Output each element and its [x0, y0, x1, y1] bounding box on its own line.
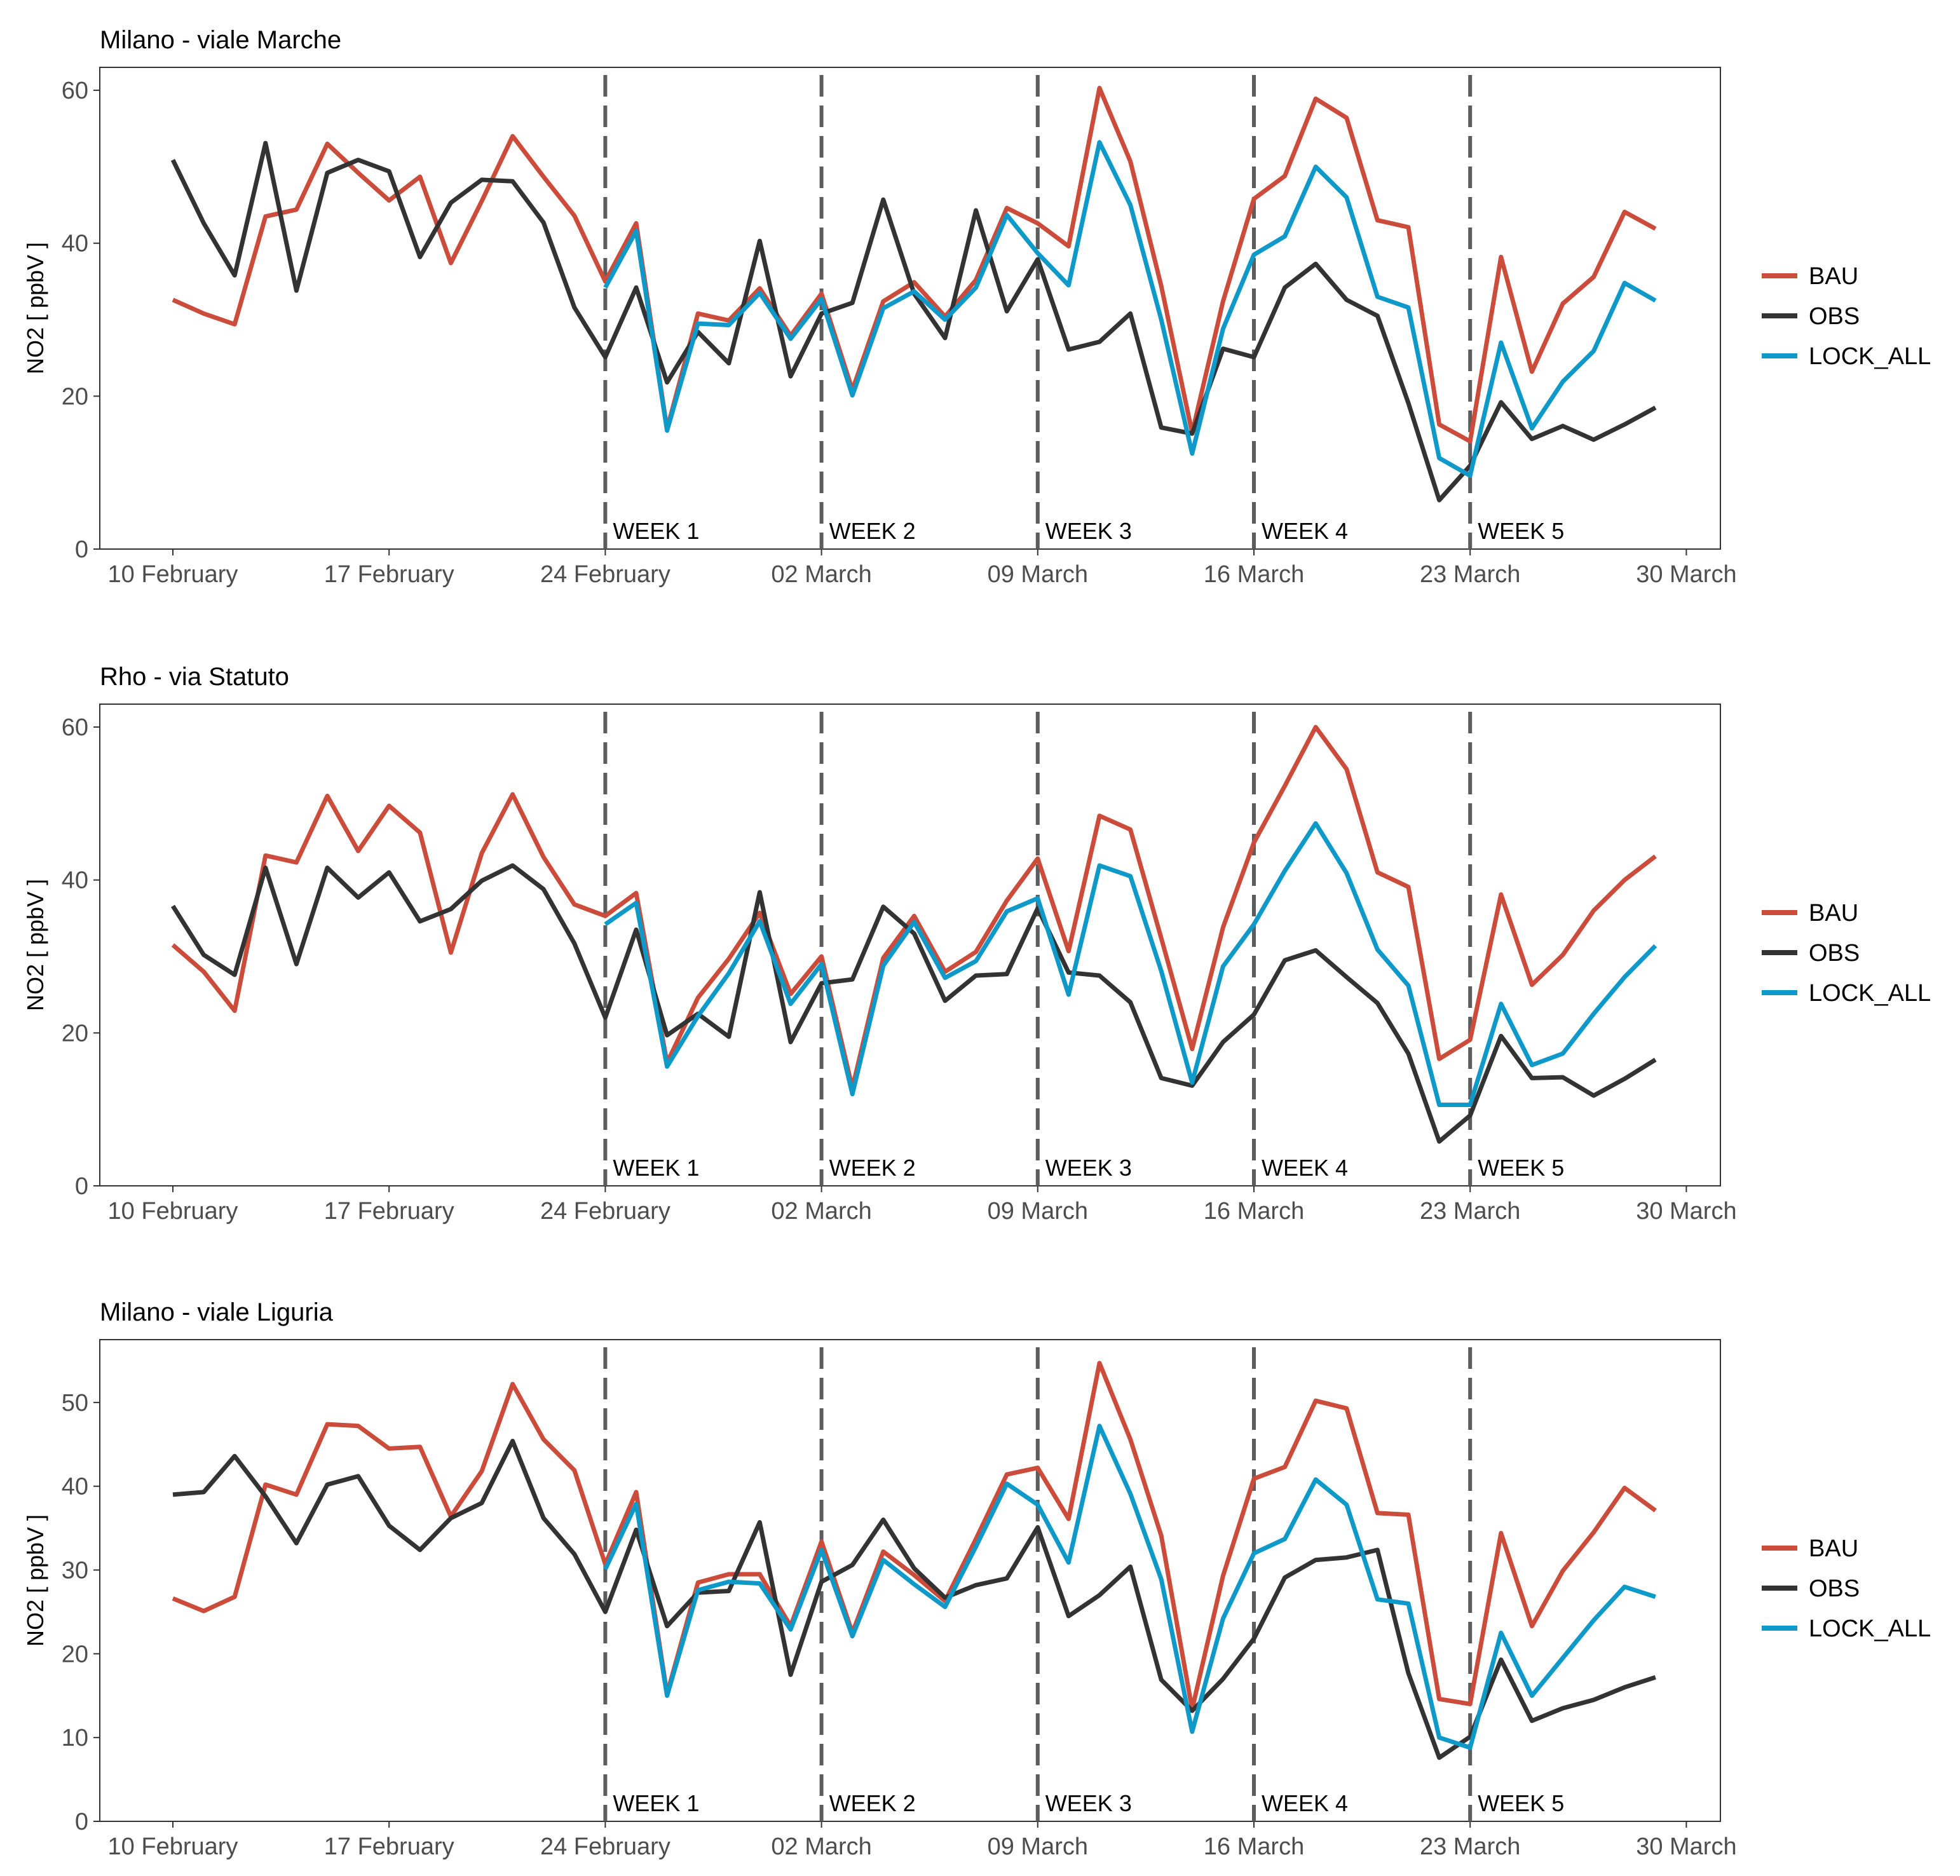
x-tick-label: 24 February [540, 561, 670, 588]
x-tick-label: 17 February [324, 1198, 454, 1225]
series-line-bau [172, 1361, 1657, 1711]
y-tick-label: 20 [62, 383, 88, 410]
x-tick-label: 02 March [771, 1833, 871, 1860]
plot-frame [99, 67, 1721, 550]
week-marker-label: WEEK 2 [829, 1790, 916, 1816]
x-tick-label: 30 March [1636, 1833, 1736, 1860]
y-tick-label: 0 [75, 1809, 88, 1835]
week-marker-label: WEEK 1 [613, 1155, 699, 1181]
x-tick-label: 02 March [771, 1198, 871, 1225]
week-marker-label: WEEK 4 [1262, 1155, 1348, 1181]
x-tick-label: 23 March [1420, 1833, 1520, 1860]
plot-frame [99, 704, 1721, 1186]
week-marker-label: WEEK 1 [613, 518, 699, 544]
week-marker-label: WEEK 3 [1045, 1790, 1132, 1816]
series-line-lock-all [603, 1424, 1656, 1750]
panel-title: Milano - viale Marche [100, 26, 341, 54]
legend-label: LOCK_ALL [1809, 980, 1931, 1007]
panel-title: Milano - viale Liguria [100, 1298, 334, 1326]
x-tick-label: 24 February [540, 1833, 670, 1860]
panel-rho-via-statuto: Rho - via Statuto NO2 [ ppbV ] 0 20 40 60 10… [22, 663, 1931, 1225]
y-tick-label: 40 [62, 867, 88, 894]
x-tick-label: 23 March [1420, 561, 1520, 588]
week-marker-label: WEEK 2 [829, 1155, 916, 1181]
panel-milano-viale-marche: Milano - viale Marche NO2 [ ppbV ] 0 20 40… [22, 26, 1931, 588]
week-marker-label: WEEK 2 [829, 518, 916, 544]
y-tick-label: 30 [62, 1558, 88, 1584]
x-tick-label: 02 March [771, 561, 871, 588]
week-marker-label: WEEK 3 [1045, 1155, 1132, 1181]
series-line-bau [171, 724, 1657, 1091]
y-tick-label: 0 [75, 536, 88, 563]
legend-label: LOCK_ALL [1809, 1615, 1931, 1642]
y-tick-label: 0 [75, 1173, 88, 1200]
legend-label: LOCK_ALL [1809, 343, 1931, 370]
week-marker-label: WEEK 3 [1045, 518, 1132, 544]
y-tick-label: 10 [62, 1725, 88, 1751]
legend-label: BAU [1809, 900, 1858, 927]
x-tick-label: 30 March [1636, 561, 1736, 588]
x-tick-label: 24 February [540, 1198, 670, 1225]
x-tick-label: 30 March [1636, 1198, 1736, 1225]
week-marker-label: WEEK 5 [1478, 1155, 1564, 1181]
series-line-bau [172, 86, 1657, 444]
week-marker-label: WEEK 5 [1478, 1790, 1564, 1816]
series-line-lock-all [603, 140, 1657, 478]
x-tick-label: 23 March [1420, 1198, 1520, 1225]
panel-milano-viale-liguria: Milano - viale Liguria NO2 [ ppbV ] 0 10 2… [22, 1298, 1931, 1860]
x-tick-label: 16 March [1204, 1833, 1304, 1860]
series-line-obs [172, 1439, 1656, 1760]
y-tick-label: 20 [62, 1020, 88, 1047]
y-axis-label: NO2 [ ppbV ] [22, 879, 48, 1011]
legend-label: BAU [1809, 1535, 1858, 1562]
plot-frame [99, 1339, 1721, 1822]
week-marker-label: WEEK 5 [1478, 518, 1564, 544]
week-marker-label: WEEK 1 [613, 1790, 699, 1816]
y-axis-label: NO2 [ ppbV ] [22, 242, 48, 374]
series-line-lock-all [604, 821, 1657, 1107]
x-tick-label: 17 February [324, 561, 454, 588]
y-tick-label: 60 [62, 78, 88, 104]
legend-label: OBS [1809, 940, 1860, 967]
legend-label: BAU [1809, 263, 1858, 290]
x-tick-label: 16 March [1204, 1198, 1304, 1225]
x-tick-label: 09 March [988, 1833, 1088, 1860]
legend-label: OBS [1809, 1575, 1860, 1602]
x-tick-label: 09 March [988, 561, 1088, 588]
y-tick-label: 60 [62, 714, 88, 741]
x-tick-label: 16 March [1204, 561, 1304, 588]
x-tick-label: 17 February [324, 1833, 454, 1860]
y-tick-label: 40 [62, 231, 88, 257]
week-marker-label: WEEK 4 [1262, 1790, 1348, 1816]
x-tick-label: 10 February [108, 1198, 238, 1225]
y-axis-label: NO2 [ ppbV ] [22, 1514, 48, 1647]
panel-title: Rho - via Statuto [100, 663, 289, 691]
y-tick-label: 40 [62, 1474, 88, 1500]
y-tick-label: 50 [62, 1390, 88, 1417]
x-tick-label: 10 February [108, 1833, 238, 1860]
series-line-obs [171, 863, 1657, 1144]
x-tick-label: 10 February [108, 561, 238, 588]
legend-label: OBS [1809, 303, 1860, 330]
y-tick-label: 20 [62, 1641, 88, 1668]
x-tick-label: 09 March [988, 1198, 1088, 1225]
week-marker-label: WEEK 4 [1262, 518, 1348, 544]
